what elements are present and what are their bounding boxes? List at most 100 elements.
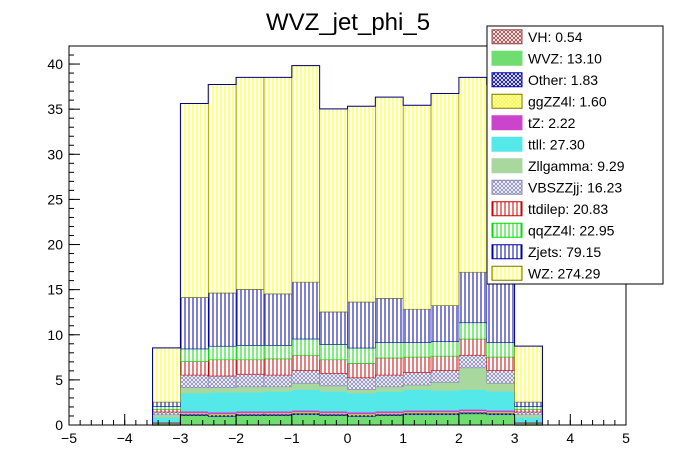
bar-segment — [458, 389, 488, 410]
x-tick-label: −4 — [117, 430, 133, 446]
bar-segment — [319, 311, 348, 345]
legend-swatch — [491, 222, 523, 238]
bar-segment — [347, 392, 376, 413]
legend-entry-label: ttdilep: 20.83 — [528, 201, 608, 217]
bar-segment — [347, 347, 376, 364]
axes: −5 −4 −3 −2 −1 0 1 2 3 4 5 0 5 10 15 20 25 30 35 40 — [47, 45, 630, 446]
bar-segment — [291, 414, 320, 425]
bar-segment — [207, 391, 237, 413]
bar-segment — [375, 386, 404, 392]
legend-entry-label: VBSZZjj: 16.23 — [528, 179, 622, 195]
bar-segment — [514, 417, 543, 423]
bar-segment — [458, 271, 488, 324]
x-tick-label: 5 — [622, 430, 630, 446]
legend-entry-label: tZ: 2.22 — [528, 115, 576, 131]
bar-segment — [235, 386, 265, 393]
legend-entry-label: WZ: 274.29 — [528, 265, 601, 281]
x-tick-label: −2 — [228, 430, 244, 446]
bar-segment — [180, 392, 209, 412]
bar-segment — [152, 414, 181, 418]
bar-segment — [319, 415, 348, 425]
bar-segment — [319, 344, 348, 361]
bar-segment — [458, 354, 488, 369]
x-tick-label: 0 — [344, 430, 352, 446]
bar-segment — [207, 416, 237, 425]
bar-segment — [152, 417, 181, 423]
bar-segment — [263, 77, 293, 295]
bar-segment — [486, 414, 515, 425]
legend-swatch — [491, 136, 523, 152]
bar-segment — [486, 280, 515, 343]
bar-segment — [235, 359, 265, 375]
bar-segment — [514, 345, 543, 403]
bar-segment — [152, 408, 181, 413]
bar-segment — [347, 416, 376, 425]
legend-entry-label: VH: 0.54 — [528, 29, 583, 45]
bar-segment — [180, 361, 209, 376]
bar-segment — [486, 391, 515, 411]
bar-segment — [375, 298, 404, 343]
bar-segment — [291, 281, 320, 340]
y-tick-label: 30 — [47, 146, 63, 162]
legend-entry-label: Other: 1.83 — [528, 72, 598, 88]
bar-segment — [402, 414, 432, 425]
bar-segment — [235, 345, 265, 361]
bar-segment — [291, 389, 320, 411]
legend-swatch — [491, 29, 523, 45]
bar-segment — [402, 342, 432, 358]
bar-segment — [486, 356, 515, 371]
bar-segment — [291, 382, 320, 390]
bar-segment — [152, 406, 181, 410]
bar-segment — [291, 338, 320, 356]
bar-segment — [402, 104, 432, 310]
bar-segment — [263, 391, 293, 412]
bar-segment — [207, 375, 237, 389]
bar-segment — [319, 372, 348, 387]
bar-segment — [263, 374, 293, 388]
bar-segment — [458, 367, 488, 390]
bar-segment — [375, 342, 404, 359]
bar-segment — [235, 415, 265, 425]
bar-segment — [347, 377, 376, 390]
bar-segment — [291, 354, 320, 371]
y-tick-label: 15 — [47, 282, 63, 298]
bar-segment — [347, 301, 376, 349]
bar-segment — [375, 415, 404, 425]
bar-segment — [430, 341, 460, 357]
bar-segment — [458, 77, 488, 273]
bar-segment — [180, 297, 209, 350]
bar-segment — [263, 345, 293, 360]
legend-entry-label: ttll: 27.30 — [528, 136, 585, 152]
bar-segment — [235, 373, 265, 388]
bar-segment — [430, 414, 460, 425]
bar-segment — [375, 374, 404, 388]
bar-segment — [430, 93, 460, 306]
y-tick-label: 35 — [47, 101, 63, 117]
y-tick-label: 10 — [47, 327, 63, 343]
chart-title: WVZ_jet_phi_5 — [266, 9, 430, 36]
bar-segment — [235, 77, 265, 290]
legend-entry-label: WVZ: 13.10 — [528, 50, 602, 66]
bar-segment — [514, 411, 543, 416]
bar-segment — [486, 370, 515, 384]
legend-swatch — [491, 158, 523, 174]
legend-swatch — [491, 265, 523, 281]
bar-segment — [430, 305, 460, 343]
bar-segment — [207, 292, 237, 347]
x-tick-label: −3 — [172, 430, 188, 446]
legend-entry-label: ggZZ4l: 1.60 — [528, 93, 607, 109]
bar-segment — [291, 370, 320, 384]
bar-segment — [180, 374, 209, 389]
legend-swatch — [491, 50, 523, 66]
bar-segment — [514, 406, 543, 410]
x-tick-label: 2 — [455, 430, 463, 446]
bar-segment — [375, 391, 404, 412]
bar-segment — [207, 359, 237, 377]
legend-swatch — [491, 179, 523, 195]
bar-segment — [319, 385, 348, 392]
bar-segment — [319, 359, 348, 374]
legend-entry-label: Zjets: 79.15 — [528, 244, 601, 260]
x-tick-label: −1 — [284, 430, 300, 446]
bar-segment — [263, 358, 293, 376]
